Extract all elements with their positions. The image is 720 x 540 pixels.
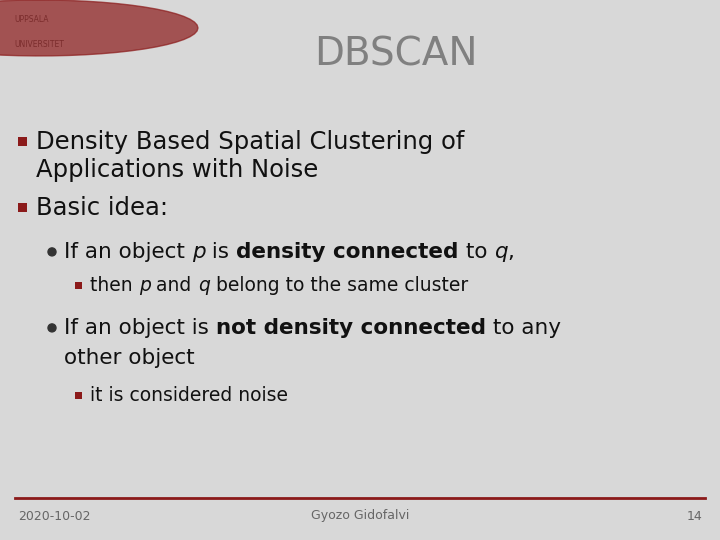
FancyBboxPatch shape [74, 282, 81, 289]
Text: not density connected: not density connected [216, 318, 486, 338]
Text: q: q [494, 242, 508, 262]
FancyBboxPatch shape [74, 393, 81, 400]
Text: 2020-10-02: 2020-10-02 [18, 510, 91, 523]
Text: belong to the same cluster: belong to the same cluster [210, 276, 468, 295]
Text: p: p [192, 242, 205, 262]
Text: then: then [90, 276, 139, 295]
Text: UNIVERSITET: UNIVERSITET [14, 40, 64, 49]
Text: Applications with Noise: Applications with Noise [36, 158, 318, 182]
Text: and: and [150, 276, 198, 295]
Text: is: is [205, 242, 236, 262]
Text: other object: other object [64, 348, 194, 368]
Polygon shape [0, 0, 198, 56]
Text: density connected: density connected [236, 242, 459, 262]
Text: to any: to any [486, 318, 561, 338]
FancyBboxPatch shape [17, 137, 27, 146]
Text: p: p [139, 276, 150, 295]
Text: If an object is: If an object is [64, 318, 216, 338]
Text: UPPSALA: UPPSALA [14, 15, 49, 24]
Text: Basic idea:: Basic idea: [36, 196, 168, 220]
Text: q: q [198, 276, 210, 295]
Text: Gyozo Gidofalvi: Gyozo Gidofalvi [311, 510, 409, 523]
Text: ,: , [508, 242, 515, 262]
Text: If an object: If an object [64, 242, 192, 262]
Text: DBSCAN: DBSCAN [314, 36, 478, 74]
Text: to: to [459, 242, 494, 262]
FancyBboxPatch shape [17, 204, 27, 212]
Text: it is considered noise: it is considered noise [90, 387, 288, 406]
Circle shape [48, 324, 56, 332]
Text: 14: 14 [686, 510, 702, 523]
Text: Density Based Spatial Clustering of: Density Based Spatial Clustering of [36, 130, 464, 154]
Circle shape [48, 248, 56, 256]
